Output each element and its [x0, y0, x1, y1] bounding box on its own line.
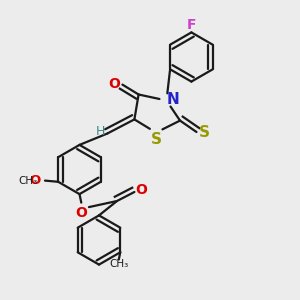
Text: F: F [187, 18, 196, 32]
Text: O: O [108, 77, 120, 91]
Text: N: N [166, 92, 179, 107]
Text: O: O [76, 206, 88, 220]
Text: S: S [151, 132, 162, 147]
Text: O: O [135, 183, 147, 196]
Text: H: H [96, 124, 106, 138]
Text: CH₃: CH₃ [19, 176, 38, 186]
Text: S: S [199, 125, 210, 140]
Text: O: O [30, 174, 41, 187]
Text: CH₃: CH₃ [109, 259, 128, 269]
